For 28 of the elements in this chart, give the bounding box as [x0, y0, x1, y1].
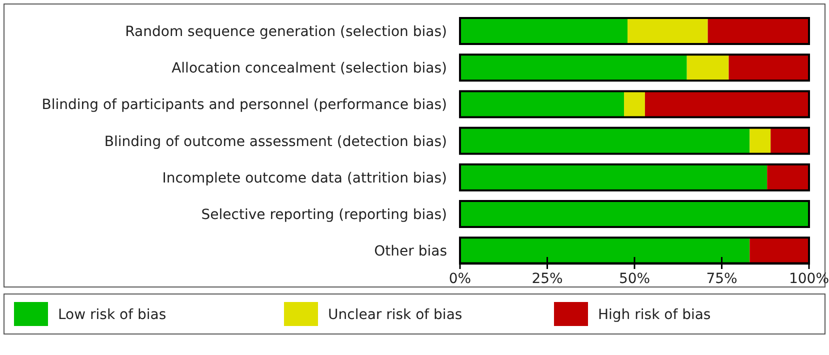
- x-tick-label: 25%: [532, 271, 563, 287]
- bar: [767, 164, 809, 190]
- y-tick-label: Incomplete outcome data (attrition bias): [162, 170, 447, 186]
- bar: [628, 18, 708, 44]
- bar: [644, 91, 809, 118]
- y-tick-label: Blinding of participants and personnel (performance bias): [42, 97, 447, 114]
- x-tick-label: 75%: [706, 271, 738, 287]
- bar: [770, 128, 809, 154]
- bar: [460, 128, 750, 154]
- x-tick-label: 50%: [618, 271, 650, 287]
- bar: [750, 128, 771, 154]
- legend-label: High risk of bias: [598, 307, 711, 323]
- legend-label: Unclear risk of bias: [328, 307, 462, 323]
- y-tick-label: Allocation concealment (selection bias): [172, 60, 447, 77]
- x-tick-label: 0%: [448, 271, 472, 287]
- y-tick-label: Blinding of outcome assessment (detection bias): [104, 134, 447, 150]
- bar: [750, 238, 809, 264]
- y-tick-label: Selective reporting (reporting bias): [201, 207, 447, 223]
- bar: [460, 238, 750, 264]
- bar: [460, 164, 768, 190]
- bar: [460, 54, 687, 81]
- bar: [728, 54, 809, 81]
- y-tick-label: Other bias: [374, 244, 447, 260]
- y-tick-label: Random sequence generation (selection bias): [125, 24, 447, 40]
- legend-label: Low risk of bias: [58, 307, 166, 323]
- bar: [686, 54, 729, 81]
- bar: [460, 91, 624, 118]
- bar: [624, 91, 645, 118]
